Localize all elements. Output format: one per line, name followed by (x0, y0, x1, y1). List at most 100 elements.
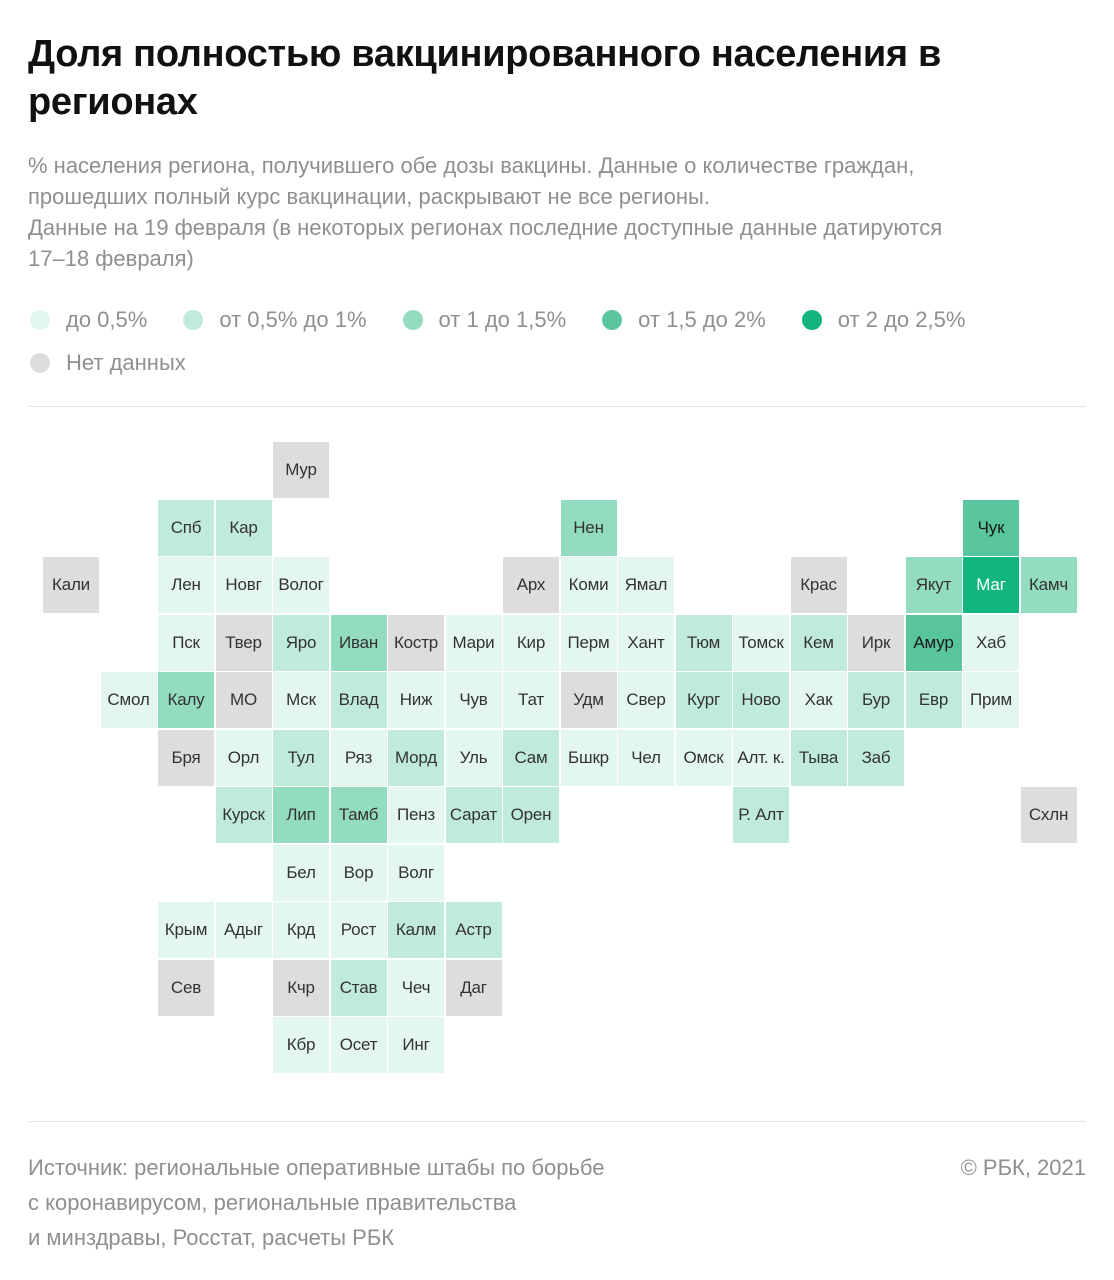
region-tile: Томск (733, 614, 789, 671)
region-tile: Сам (503, 729, 559, 786)
subtitle-line: Данные на 19 февраля (в некоторых регион… (28, 215, 943, 240)
region-tile: Кали (43, 557, 99, 613)
region-tile: Лип (273, 787, 329, 843)
legend-label: от 0,5% до 1% (219, 307, 367, 332)
legend: до 0,5% от 0,5% до 1% от 1 до 1,5% от 1,… (30, 300, 1090, 386)
legend-item: от 0,5% до 1% (183, 307, 367, 333)
region-tile: Тул (273, 729, 329, 786)
region-tile: Бря (158, 729, 214, 786)
region-tile: Волог (273, 557, 329, 613)
divider (28, 406, 1086, 407)
region-tile: Мск (273, 672, 329, 728)
region-tile: Твер (215, 614, 272, 671)
region-tile: Заб (848, 729, 904, 786)
region-tile: Якут (905, 557, 962, 613)
legend-item: от 1 до 1,5% (402, 307, 567, 333)
region-tile: МО (215, 672, 272, 728)
region-tile: Новг (215, 557, 272, 613)
region-tile: Омск (675, 729, 732, 786)
region-tile: Даг (445, 959, 502, 1016)
region-tile: Крд (273, 902, 329, 958)
region-tile: Хант (618, 614, 674, 671)
subtitle-line: % населения региона, получившего обе доз… (28, 153, 915, 178)
region-tile: Пенз (388, 787, 444, 843)
region-tile: Став (330, 959, 387, 1016)
region-tile: Ново (733, 672, 789, 728)
region-tile: Адыг (215, 902, 272, 958)
legend-dot-icon (30, 353, 50, 373)
region-tile: Сев (158, 959, 214, 1016)
region-tile: Прим (963, 672, 1019, 728)
region-tile: Морд (388, 729, 444, 786)
region-tile: Влад (330, 672, 387, 728)
region-tile: Чеч (388, 959, 444, 1016)
legend-dot-icon (183, 310, 204, 330)
legend-label: от 2 до 2,5% (837, 307, 966, 332)
region-tile: Хаб (963, 614, 1019, 671)
source-line: и минздравы, Росстат, расчеты РБК (28, 1225, 395, 1250)
region-tile: Кчр (273, 959, 329, 1016)
region-tile: Калу (158, 672, 214, 728)
legend-label: от 1,5 до 2% (638, 307, 766, 332)
region-tile: Уль (445, 729, 502, 786)
legend-dot-icon (402, 310, 423, 330)
region-tile: Чел (618, 729, 674, 786)
region-tile: Рост (330, 902, 387, 958)
region-tile: Тамб (330, 787, 387, 843)
region-tile: Арх (503, 557, 559, 613)
region-tile: Яро (273, 614, 329, 671)
region-tile: Чук (963, 499, 1019, 556)
region-tile: Тюм (675, 614, 732, 671)
legend-dot-icon (602, 310, 623, 330)
chart-subtitle: % населения региона, получившего обе доз… (28, 150, 1088, 274)
region-tile: Амур (905, 614, 962, 671)
region-tile: Орен (503, 787, 559, 843)
region-tile: Нен (560, 499, 617, 556)
region-tile: Маг (963, 557, 1019, 613)
legend-item: от 2 до 2,5% (801, 307, 966, 333)
region-tile: Бел (273, 844, 329, 901)
region-tile: Костр (388, 614, 444, 671)
legend-label: до 0,5% (66, 307, 148, 332)
region-tile: Схлн (1020, 787, 1077, 843)
region-tile: Алт. к. (733, 729, 789, 786)
region-tile: Инг (388, 1017, 444, 1073)
region-tile: Бшкр (560, 729, 617, 786)
legend-label: от 1 до 1,5% (438, 307, 567, 332)
region-tile: Ряз (330, 729, 387, 786)
region-tile: Курск (215, 787, 272, 843)
region-tile: Иван (330, 614, 387, 671)
region-tile: Крым (158, 902, 214, 958)
region-tile: Вор (330, 844, 387, 901)
region-tile: Осет (330, 1017, 387, 1073)
region-tile: Волг (388, 844, 444, 901)
region-tile: Смол (100, 672, 157, 728)
legend-item: Нет данных (30, 350, 186, 376)
region-tile: Мари (445, 614, 502, 671)
region-tile: Астр (445, 902, 502, 958)
subtitle-line: прошедших полный курс вакцинации, раскры… (28, 184, 710, 209)
region-tile: Кбр (273, 1017, 329, 1073)
chart-title: Доля полностью вакцинированного населени… (28, 33, 942, 123)
legend-row: до 0,5% от 0,5% до 1% от 1 до 1,5% от 1,… (30, 300, 1090, 340)
region-tile: Мур (273, 442, 329, 498)
region-tile: Ниж (388, 672, 444, 728)
copyright: © РБК, 2021 (960, 1155, 1086, 1180)
region-tile: Кар (215, 499, 272, 556)
region-tile: Тат (503, 672, 559, 728)
legend-item: от 1,5 до 2% (602, 307, 766, 333)
region-tile: Кург (675, 672, 732, 728)
legend-label: Нет данных (66, 350, 186, 375)
region-tile: Кир (503, 614, 559, 671)
region-tile: Перм (560, 614, 617, 671)
source-line: Источник: региональные оперативные штабы… (28, 1155, 605, 1180)
region-tile: Коми (560, 557, 617, 613)
region-tile: Лен (158, 557, 214, 613)
region-tile: Орл (215, 729, 272, 786)
source-note: Источник: региональные оперативные штабы… (28, 1150, 728, 1255)
region-tile: Сарат (445, 787, 502, 843)
region-tile: Чув (445, 672, 502, 728)
region-tile: Крас (790, 557, 847, 613)
legend-item: до 0,5% (30, 307, 147, 333)
region-tile: Ямал (618, 557, 674, 613)
